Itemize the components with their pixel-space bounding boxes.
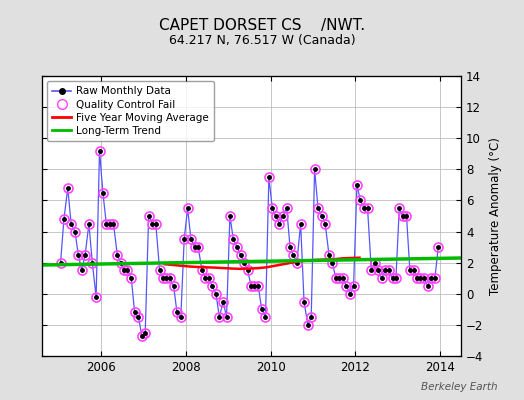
Text: Berkeley Earth: Berkeley Earth xyxy=(421,382,498,392)
Text: 64.217 N, 76.517 W (Canada): 64.217 N, 76.517 W (Canada) xyxy=(169,34,355,47)
Text: CAPET DORSET CS    /NWT.: CAPET DORSET CS /NWT. xyxy=(159,18,365,33)
Y-axis label: Temperature Anomaly (°C): Temperature Anomaly (°C) xyxy=(489,137,502,295)
Legend: Raw Monthly Data, Quality Control Fail, Five Year Moving Average, Long-Term Tren: Raw Monthly Data, Quality Control Fail, … xyxy=(47,81,214,141)
